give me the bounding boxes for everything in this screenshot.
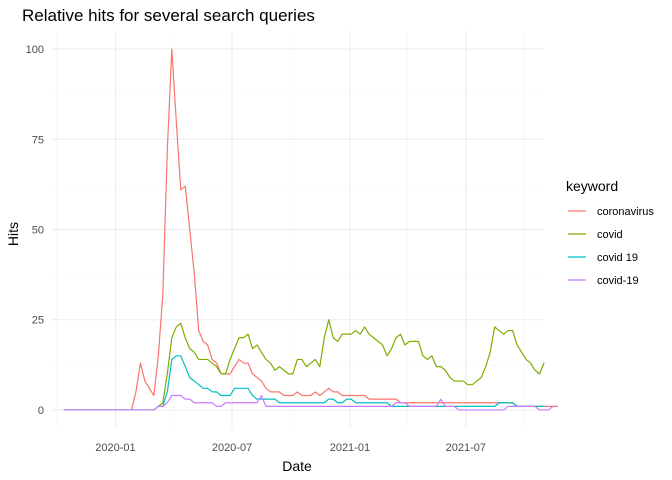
x-tick-label: 2021-07 — [446, 442, 486, 454]
legend-label: covid — [597, 229, 623, 241]
series-line-coronavirus — [63, 48, 559, 411]
chart-title: Relative hits for several search queries — [22, 6, 315, 25]
x-axis-title: Date — [282, 458, 312, 474]
x-tick-label: 2020-07 — [212, 442, 252, 454]
grid — [52, 31, 544, 428]
legend-label: coronavirus — [597, 206, 654, 218]
series-layer — [63, 48, 559, 411]
legend-label: covid 19 — [597, 252, 638, 264]
y-tick-label: 75 — [32, 134, 44, 146]
y-tick-label: 50 — [32, 225, 44, 237]
y-axis-ticks: 0 25 50 75 100 — [26, 44, 44, 417]
y-tick-label: 100 — [26, 44, 44, 56]
x-tick-label: 2021-01 — [330, 442, 370, 454]
y-tick-label: 0 — [38, 405, 44, 417]
x-tick-label: 2020-01 — [95, 442, 135, 454]
legend-title: keyword — [566, 178, 618, 194]
x-axis-ticks: 2020-01 2020-07 2021-01 2021-07 — [95, 442, 486, 454]
y-tick-label: 25 — [32, 315, 44, 327]
series-line-covid-19 — [63, 394, 554, 411]
legend: keyword coronavirus covid covid 19 covid-19 — [566, 178, 654, 287]
legend-label: covid-19 — [597, 275, 639, 287]
y-axis-title: Hits — [5, 222, 21, 246]
